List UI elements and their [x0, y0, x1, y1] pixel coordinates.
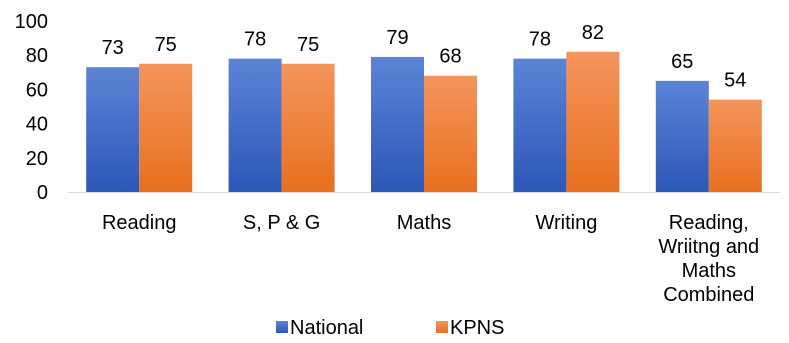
x-tick-label: Maths — [397, 212, 451, 234]
data-label: 75 — [155, 34, 177, 56]
data-label: 54 — [724, 70, 746, 92]
bar-national — [371, 56, 424, 192]
legend-label-national: National — [290, 317, 363, 339]
y-tick-label: 80 — [26, 45, 48, 67]
bar-kpns — [139, 63, 193, 192]
x-tick-label: S, P & G — [243, 212, 320, 234]
y-tick-label: 20 — [26, 148, 48, 170]
x-tick-label: Maths — [682, 260, 736, 282]
data-label: 78 — [244, 29, 266, 51]
x-axis: Reading S, P & G Maths Writing Reading,Wriit… — [68, 192, 780, 306]
data-label: 65 — [671, 51, 693, 73]
data-label: 79 — [386, 27, 408, 49]
bar-national — [228, 58, 282, 193]
bar-national — [86, 67, 140, 192]
y-tick-label: 40 — [26, 114, 48, 136]
y-tick-label: 60 — [26, 79, 48, 101]
data-label: 75 — [297, 34, 319, 56]
bars: 73 75 78 75 79 68 78 82 65 54 — [86, 22, 762, 193]
bar-kpns — [281, 63, 335, 192]
bar-kpns — [566, 51, 620, 192]
x-tick-label: Wriitng and — [658, 236, 759, 258]
x-tick-label: Reading, — [669, 212, 749, 234]
x-tick-label: Combined — [663, 284, 754, 306]
legend-swatch-national — [276, 321, 288, 333]
legend: National KPNS — [276, 317, 504, 339]
data-label: 73 — [102, 37, 124, 59]
y-tick-label: 0 — [37, 182, 48, 204]
data-label: 78 — [529, 29, 551, 51]
legend-label-kpns: KPNS — [450, 317, 504, 339]
data-label: 82 — [582, 22, 604, 44]
bar-national — [655, 80, 709, 192]
y-tick-label: 100 — [15, 11, 48, 33]
x-tick-label: Writing — [535, 212, 597, 234]
bar-national — [513, 58, 567, 193]
legend-swatch-kpns — [436, 321, 448, 333]
x-tick-label: Reading — [102, 212, 177, 234]
data-label: 68 — [439, 46, 461, 68]
bar-kpns — [708, 99, 762, 192]
bar-kpns — [424, 75, 477, 192]
y-axis: 0 20 40 60 80 100 — [15, 11, 48, 204]
